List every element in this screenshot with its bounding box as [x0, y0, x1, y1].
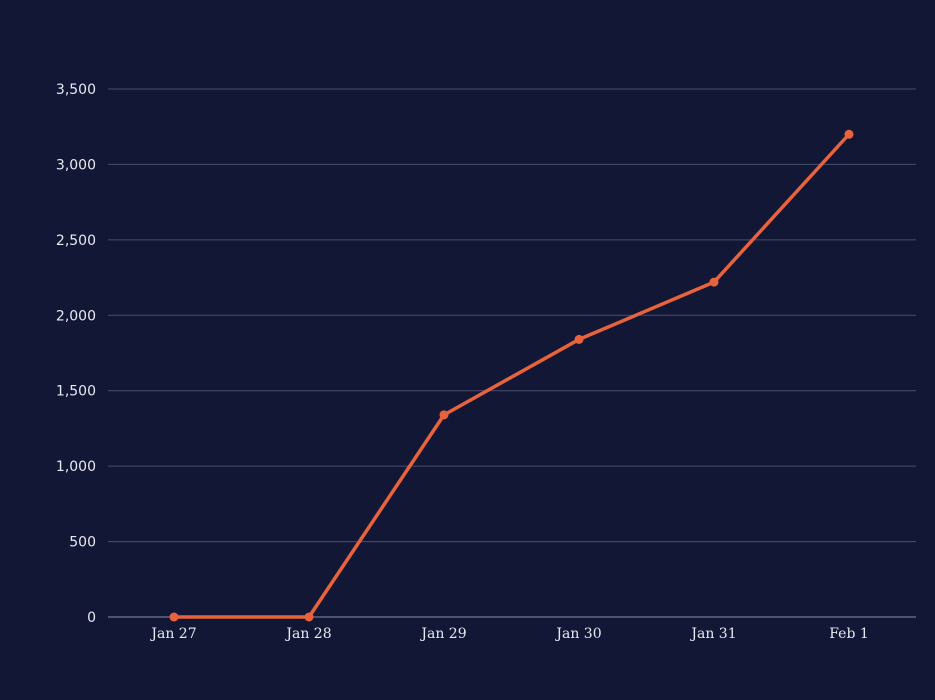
y-tick-label: 0	[87, 610, 96, 626]
y-tick-label: 2,000	[56, 308, 96, 324]
series-layer	[169, 129, 854, 622]
y-tick-label: 1,500	[56, 384, 96, 400]
x-tick-label: Jan 29	[419, 626, 466, 642]
series-line	[172, 132, 851, 619]
data-point[interactable]	[844, 129, 854, 139]
y-tick-label: 2,500	[56, 233, 96, 249]
x-tick-label: Feb 1	[829, 626, 869, 642]
y-axis: 0 500 1,000 1,500 2,000 2,500 3,000 3,500	[56, 82, 96, 626]
data-point[interactable]	[304, 612, 314, 622]
x-tick-label: Jan 30	[554, 626, 601, 642]
x-axis: Jan 27 Jan 28 Jan 29 Jan 30 Jan 31 Feb 1	[149, 626, 868, 642]
gridlines	[108, 88, 916, 618]
data-point[interactable]	[574, 334, 584, 344]
data-point[interactable]	[709, 277, 719, 287]
x-tick-label: Jan 31	[689, 626, 736, 642]
y-tick-label: 3,500	[56, 82, 96, 98]
y-tick-label: 500	[69, 535, 96, 551]
x-tick-label: Jan 27	[149, 626, 196, 642]
y-tick-label: 1,000	[56, 459, 96, 475]
data-point[interactable]	[439, 410, 449, 420]
y-tick-label: 3,000	[56, 157, 96, 173]
data-point[interactable]	[169, 612, 179, 622]
x-tick-label: Jan 28	[284, 626, 331, 642]
